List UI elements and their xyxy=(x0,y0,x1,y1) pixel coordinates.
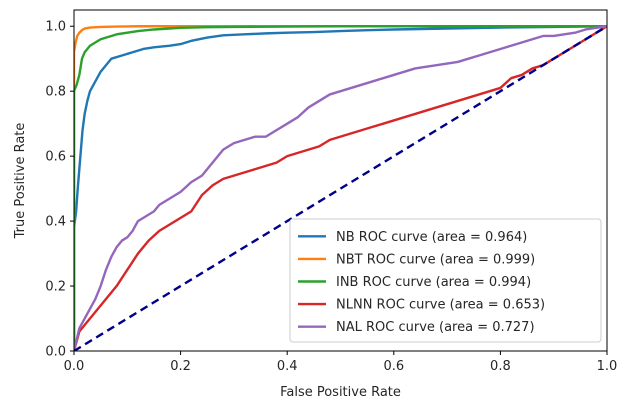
plot-frame xyxy=(73,9,608,352)
series-layer xyxy=(74,25,607,351)
series-line-0 xyxy=(74,25,607,351)
x-axis-label: False Positive Rate xyxy=(280,385,401,400)
y-tick-label: 0.2 xyxy=(45,280,66,295)
x-tick-label: 0.0 xyxy=(64,359,85,374)
y-tick-label: 0.8 xyxy=(45,85,66,100)
legend: NB ROC curve (area = 0.964) NBT ROC curve… xyxy=(289,218,602,343)
x-tick-label: 0.8 xyxy=(490,359,511,374)
x-axis-ticks: 0.0 0.2 0.4 0.6 0.8 1.0 xyxy=(64,351,618,374)
y-tick-label: 0.4 xyxy=(45,215,66,230)
legend-entry-label: NBT ROC curve (area = 0.999) xyxy=(336,252,535,267)
y-axis-label: True Positive Rate xyxy=(13,123,28,240)
series-line-3 xyxy=(74,25,607,351)
series-line-2 xyxy=(74,25,607,351)
chance-diagonal-line xyxy=(74,25,607,351)
y-tick-label: 1.0 xyxy=(45,20,66,35)
y-tick-label: 0.6 xyxy=(45,150,66,165)
legend-entry-label: NB ROC curve (area = 0.964) xyxy=(336,230,527,245)
y-axis-ticks: 0.0 0.2 0.4 0.6 0.8 1.0 xyxy=(45,20,74,360)
legend-box xyxy=(289,218,602,343)
x-tick-label: 1.0 xyxy=(597,359,618,374)
x-tick-label: 0.6 xyxy=(383,359,404,374)
legend-entry-label: NAL ROC curve (area = 0.727) xyxy=(336,320,535,335)
x-tick-label: 0.2 xyxy=(170,359,191,374)
y-tick-label: 0.0 xyxy=(45,345,66,360)
legend-entry-label: INB ROC curve (area = 0.994) xyxy=(336,275,531,290)
series-line-4 xyxy=(74,25,607,351)
x-tick-label: 0.4 xyxy=(277,359,298,374)
legend-entry-label: NLNN ROC curve (area = 0.653) xyxy=(336,298,545,313)
